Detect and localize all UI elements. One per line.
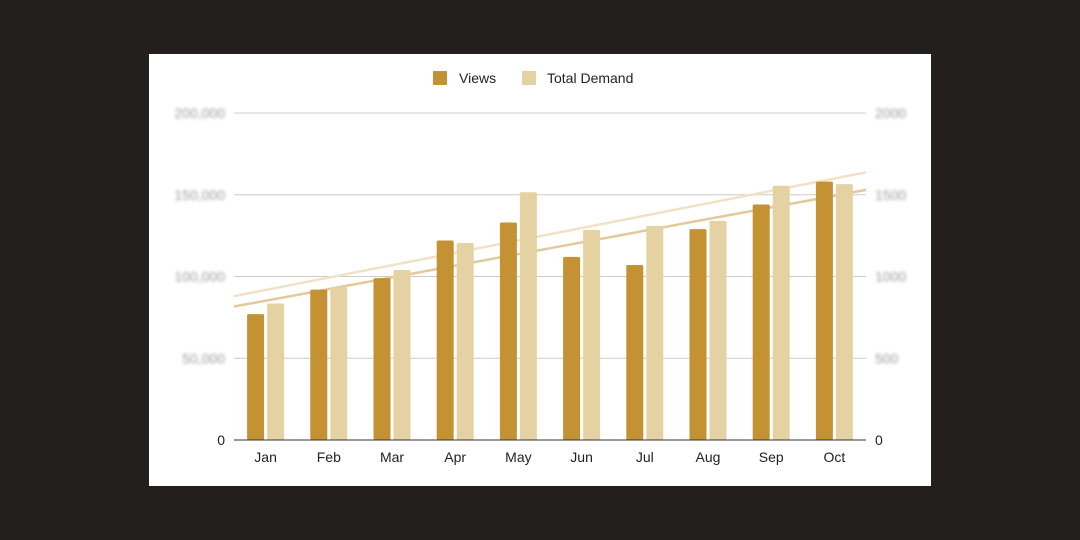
gridlines — [234, 112, 866, 359]
legend: Views Total Demand — [433, 70, 633, 86]
legend-label-views: Views — [459, 70, 496, 86]
left-axis-ticks: 0 50,000 100,000 150,000 200,000 — [174, 105, 225, 448]
left-tick-label: 100,000 — [174, 269, 225, 285]
bar-views-apr — [436, 240, 454, 440]
bar-total-demand-mar — [393, 269, 411, 440]
x-tick-label: Sep — [759, 449, 784, 465]
left-tick-label: 50,000 — [182, 350, 225, 366]
bar-total-demand-jan — [267, 303, 285, 440]
dual-axis-bar-chart: Views Total Demand 0 50,000 100,000 150,000… — [174, 70, 906, 465]
trendline-total-demand — [233, 171, 867, 298]
x-tick-label: Mar — [380, 449, 404, 465]
bar-views-jul — [626, 265, 644, 440]
bar-total-demand-sep — [772, 185, 790, 440]
left-tick-label: 150,000 — [174, 187, 225, 203]
bars — [247, 181, 853, 441]
trendlines — [233, 171, 867, 308]
x-tick-label: May — [505, 449, 531, 465]
right-tick-label: 0 — [875, 432, 883, 448]
x-tick-label: Oct — [824, 449, 846, 465]
x-tick-label: Jul — [636, 449, 654, 465]
bar-views-jun — [563, 256, 581, 440]
bar-total-demand-jun — [583, 229, 601, 440]
chart-card: Views Total Demand 0 50,000 100,000 150,000… — [149, 54, 931, 486]
right-tick-label: 1000 — [875, 269, 906, 285]
trendline-views — [233, 188, 867, 308]
left-tick-label: 0 — [217, 432, 225, 448]
right-tick-label: 500 — [875, 350, 899, 366]
bar-views-aug — [689, 229, 707, 440]
bar-views-jan — [247, 314, 265, 440]
left-tick-label: 200,000 — [174, 105, 225, 121]
bar-views-may — [499, 222, 517, 440]
legend-swatch-views — [433, 71, 447, 85]
legend-label-total-demand: Total Demand — [547, 70, 633, 86]
x-tick-label: Aug — [696, 449, 721, 465]
right-tick-label: 1500 — [875, 187, 906, 203]
legend-swatch-total-demand — [522, 71, 536, 85]
right-tick-label: 2000 — [875, 105, 906, 121]
bar-views-feb — [310, 289, 328, 440]
bar-views-oct — [815, 181, 833, 441]
bar-total-demand-apr — [456, 242, 474, 440]
x-tick-label: Feb — [317, 449, 341, 465]
bar-total-demand-oct — [835, 184, 853, 440]
bar-total-demand-aug — [709, 220, 727, 440]
bar-views-mar — [373, 278, 391, 440]
right-axis-ticks: 0 500 1000 1500 2000 — [875, 105, 906, 448]
bar-total-demand-feb — [330, 287, 348, 440]
bar-total-demand-may — [519, 192, 537, 440]
x-axis-ticks: Jan Feb Mar Apr May Jun Jul Aug Sep Oct — [254, 449, 845, 465]
bar-views-sep — [752, 204, 770, 440]
x-tick-label: Apr — [444, 449, 466, 465]
x-tick-label: Jun — [570, 449, 593, 465]
x-tick-label: Jan — [254, 449, 277, 465]
bar-total-demand-jul — [646, 225, 664, 440]
